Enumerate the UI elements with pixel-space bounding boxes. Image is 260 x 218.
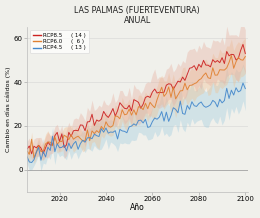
Title: LAS PALMAS (FUERTEVENTURA)
ANUAL: LAS PALMAS (FUERTEVENTURA) ANUAL	[74, 5, 200, 25]
Y-axis label: Cambio en días cálidos (%): Cambio en días cálidos (%)	[5, 67, 11, 152]
X-axis label: Año: Año	[130, 203, 145, 213]
Legend: RCP8.5     ( 14 ), RCP6.0     (  6 ), RCP4.5     ( 13 ): RCP8.5 ( 14 ), RCP6.0 ( 6 ), RCP4.5 ( 13…	[30, 30, 89, 53]
